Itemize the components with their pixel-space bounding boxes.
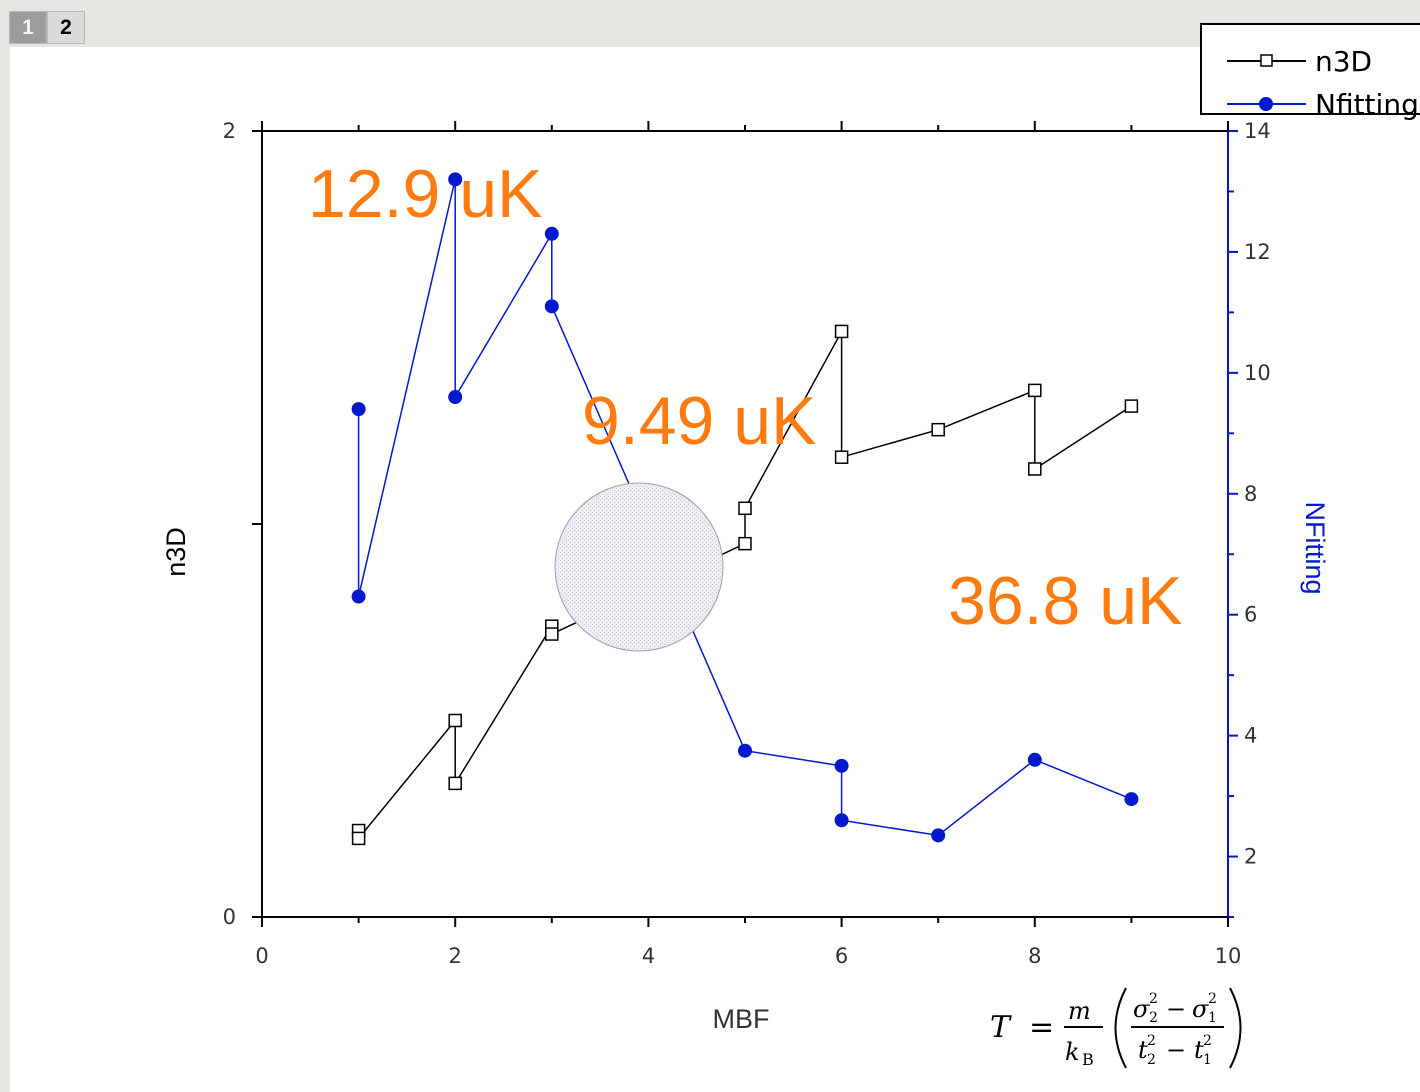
nfitting-point — [351, 589, 366, 604]
y-right-tick-label: 4 — [1244, 724, 1257, 748]
svg-text:σ: σ — [1133, 995, 1150, 1023]
x-tick-label: 6 — [835, 944, 848, 968]
nfitting-point — [834, 813, 849, 828]
svg-text:2: 2 — [1147, 1033, 1156, 1049]
svg-text:−: − — [1166, 995, 1186, 1023]
svg-text:T: T — [990, 1010, 1012, 1045]
layer-tab-1[interactable]: 1 — [9, 11, 47, 44]
n3d-line — [357, 331, 1132, 841]
n3d-point — [1028, 383, 1042, 398]
temperature-formula: T = m k B σ 2 2 − σ 2 1 t 2 2 − t 2 1 — [990, 987, 1242, 1069]
nfitting-point — [931, 828, 946, 843]
svg-text:2: 2 — [1208, 991, 1217, 1007]
layer-tabs: 1 2 — [9, 11, 85, 46]
y-right-tick-label: 10 — [1244, 361, 1271, 385]
svg-text:t: t — [1194, 1036, 1204, 1064]
svg-text:1: 1 — [1208, 1010, 1217, 1026]
n3d-point — [351, 831, 366, 846]
legend-label-n3d: n3D — [1315, 45, 1372, 78]
svg-text:2: 2 — [1149, 991, 1158, 1007]
nfitting-point — [544, 299, 559, 314]
annotation-9-49-uk: 9.49 uK — [582, 383, 816, 459]
n3d-point — [738, 501, 752, 516]
nfitting-point — [738, 743, 752, 758]
y-right-tick-label: 8 — [1244, 482, 1257, 506]
x-axis-title: MBF — [713, 1004, 770, 1034]
nfitting-point — [351, 402, 366, 417]
n3d-point — [931, 422, 945, 437]
nfitting-point — [1124, 792, 1139, 807]
n3d-point — [448, 713, 462, 728]
svg-text:k: k — [1065, 1038, 1080, 1066]
n3d-point — [834, 324, 849, 339]
svg-text:=: = — [1029, 1010, 1054, 1045]
nfitting-point — [448, 172, 463, 187]
y-axis-right-title: NFitting — [1300, 501, 1330, 594]
x-tick-label: 4 — [642, 944, 655, 968]
svg-text:−: − — [1166, 1036, 1186, 1064]
n3d-point — [545, 627, 559, 641]
y-left-tick-label: 2 — [223, 119, 236, 143]
svg-text:2: 2 — [1203, 1033, 1212, 1049]
legend-label-nfitting: Nfitting — [1315, 88, 1419, 121]
svg-text:2: 2 — [1149, 1010, 1158, 1026]
x-tick-label: 0 — [255, 944, 268, 968]
svg-text:σ: σ — [1192, 995, 1209, 1023]
n3d-point — [738, 536, 752, 551]
annotation-12-9-uk: 12.9 uK — [308, 156, 542, 232]
n3d-point — [1028, 462, 1042, 476]
annotation-36-8-uk: 36.8 uK — [948, 563, 1182, 639]
n3d-point — [834, 450, 849, 464]
legend-marker-n3d — [1260, 54, 1273, 67]
svg-text:B: B — [1082, 1050, 1094, 1069]
legend-marker-nfitting — [1259, 97, 1273, 111]
n3d-point — [448, 776, 462, 791]
x-tick-label: 10 — [1215, 944, 1242, 968]
y-right-tick-label: 2 — [1244, 845, 1257, 869]
svg-text:t: t — [1138, 1036, 1148, 1064]
x-tick-label: 2 — [449, 944, 462, 968]
n3d-point — [1124, 399, 1139, 413]
nfitting-point — [544, 226, 559, 241]
nfitting-point — [834, 758, 849, 773]
y-left-tick-label: 0 — [223, 905, 236, 929]
y-axis-left-title: n3D — [161, 527, 191, 577]
svg-text:m: m — [1068, 997, 1091, 1025]
y-right-tick-label: 6 — [1244, 603, 1257, 627]
nfitting-point — [1027, 752, 1042, 767]
y-right-tick-label: 12 — [1244, 240, 1271, 264]
y-right-tick-label: 14 — [1244, 119, 1271, 143]
legend: n3D Nfitting — [1200, 23, 1420, 121]
nfitting-point — [448, 390, 463, 405]
layer-tab-2[interactable]: 2 — [47, 11, 85, 44]
svg-text:1: 1 — [1203, 1052, 1212, 1068]
svg-text:2: 2 — [1147, 1052, 1156, 1068]
dotted-circle-overlay — [554, 482, 724, 652]
x-tick-label: 8 — [1028, 944, 1041, 968]
